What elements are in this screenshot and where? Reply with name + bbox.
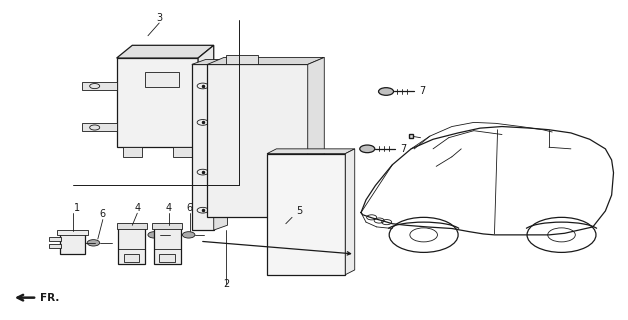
Polygon shape	[117, 45, 214, 58]
Text: 6: 6	[187, 203, 193, 212]
Bar	[82, 123, 117, 131]
Circle shape	[148, 232, 161, 238]
Bar	[49, 244, 62, 248]
Text: 2: 2	[223, 279, 229, 289]
Polygon shape	[267, 149, 355, 154]
Bar	[207, 64, 308, 217]
Bar	[49, 237, 62, 241]
Bar	[117, 58, 198, 147]
Circle shape	[87, 240, 100, 246]
Polygon shape	[345, 149, 355, 275]
Bar	[145, 72, 179, 87]
Text: 6: 6	[100, 209, 106, 219]
Text: 7: 7	[420, 86, 426, 97]
Bar	[82, 82, 117, 90]
Bar	[154, 227, 180, 264]
Polygon shape	[207, 57, 324, 64]
Text: 4: 4	[134, 203, 141, 212]
Bar	[192, 64, 214, 230]
Polygon shape	[214, 60, 227, 230]
Bar	[214, 111, 236, 119]
Polygon shape	[198, 45, 214, 147]
Text: FR.: FR.	[40, 293, 59, 303]
Circle shape	[379, 88, 394, 95]
Text: 3: 3	[156, 13, 162, 23]
Bar	[124, 254, 139, 262]
Polygon shape	[308, 57, 324, 217]
Bar	[123, 147, 142, 157]
Polygon shape	[192, 60, 227, 64]
Circle shape	[182, 232, 195, 238]
Text: 5: 5	[296, 206, 303, 216]
Bar	[117, 223, 147, 229]
Bar	[173, 147, 192, 157]
Bar	[119, 227, 145, 264]
Text: 7: 7	[401, 144, 407, 154]
Bar	[60, 232, 85, 254]
Bar	[57, 230, 89, 235]
Bar	[153, 223, 182, 229]
Bar	[160, 254, 175, 262]
Bar	[267, 154, 345, 275]
Circle shape	[360, 145, 375, 153]
Text: 1: 1	[74, 203, 80, 212]
Text: 4: 4	[166, 203, 171, 212]
Bar	[226, 55, 257, 64]
